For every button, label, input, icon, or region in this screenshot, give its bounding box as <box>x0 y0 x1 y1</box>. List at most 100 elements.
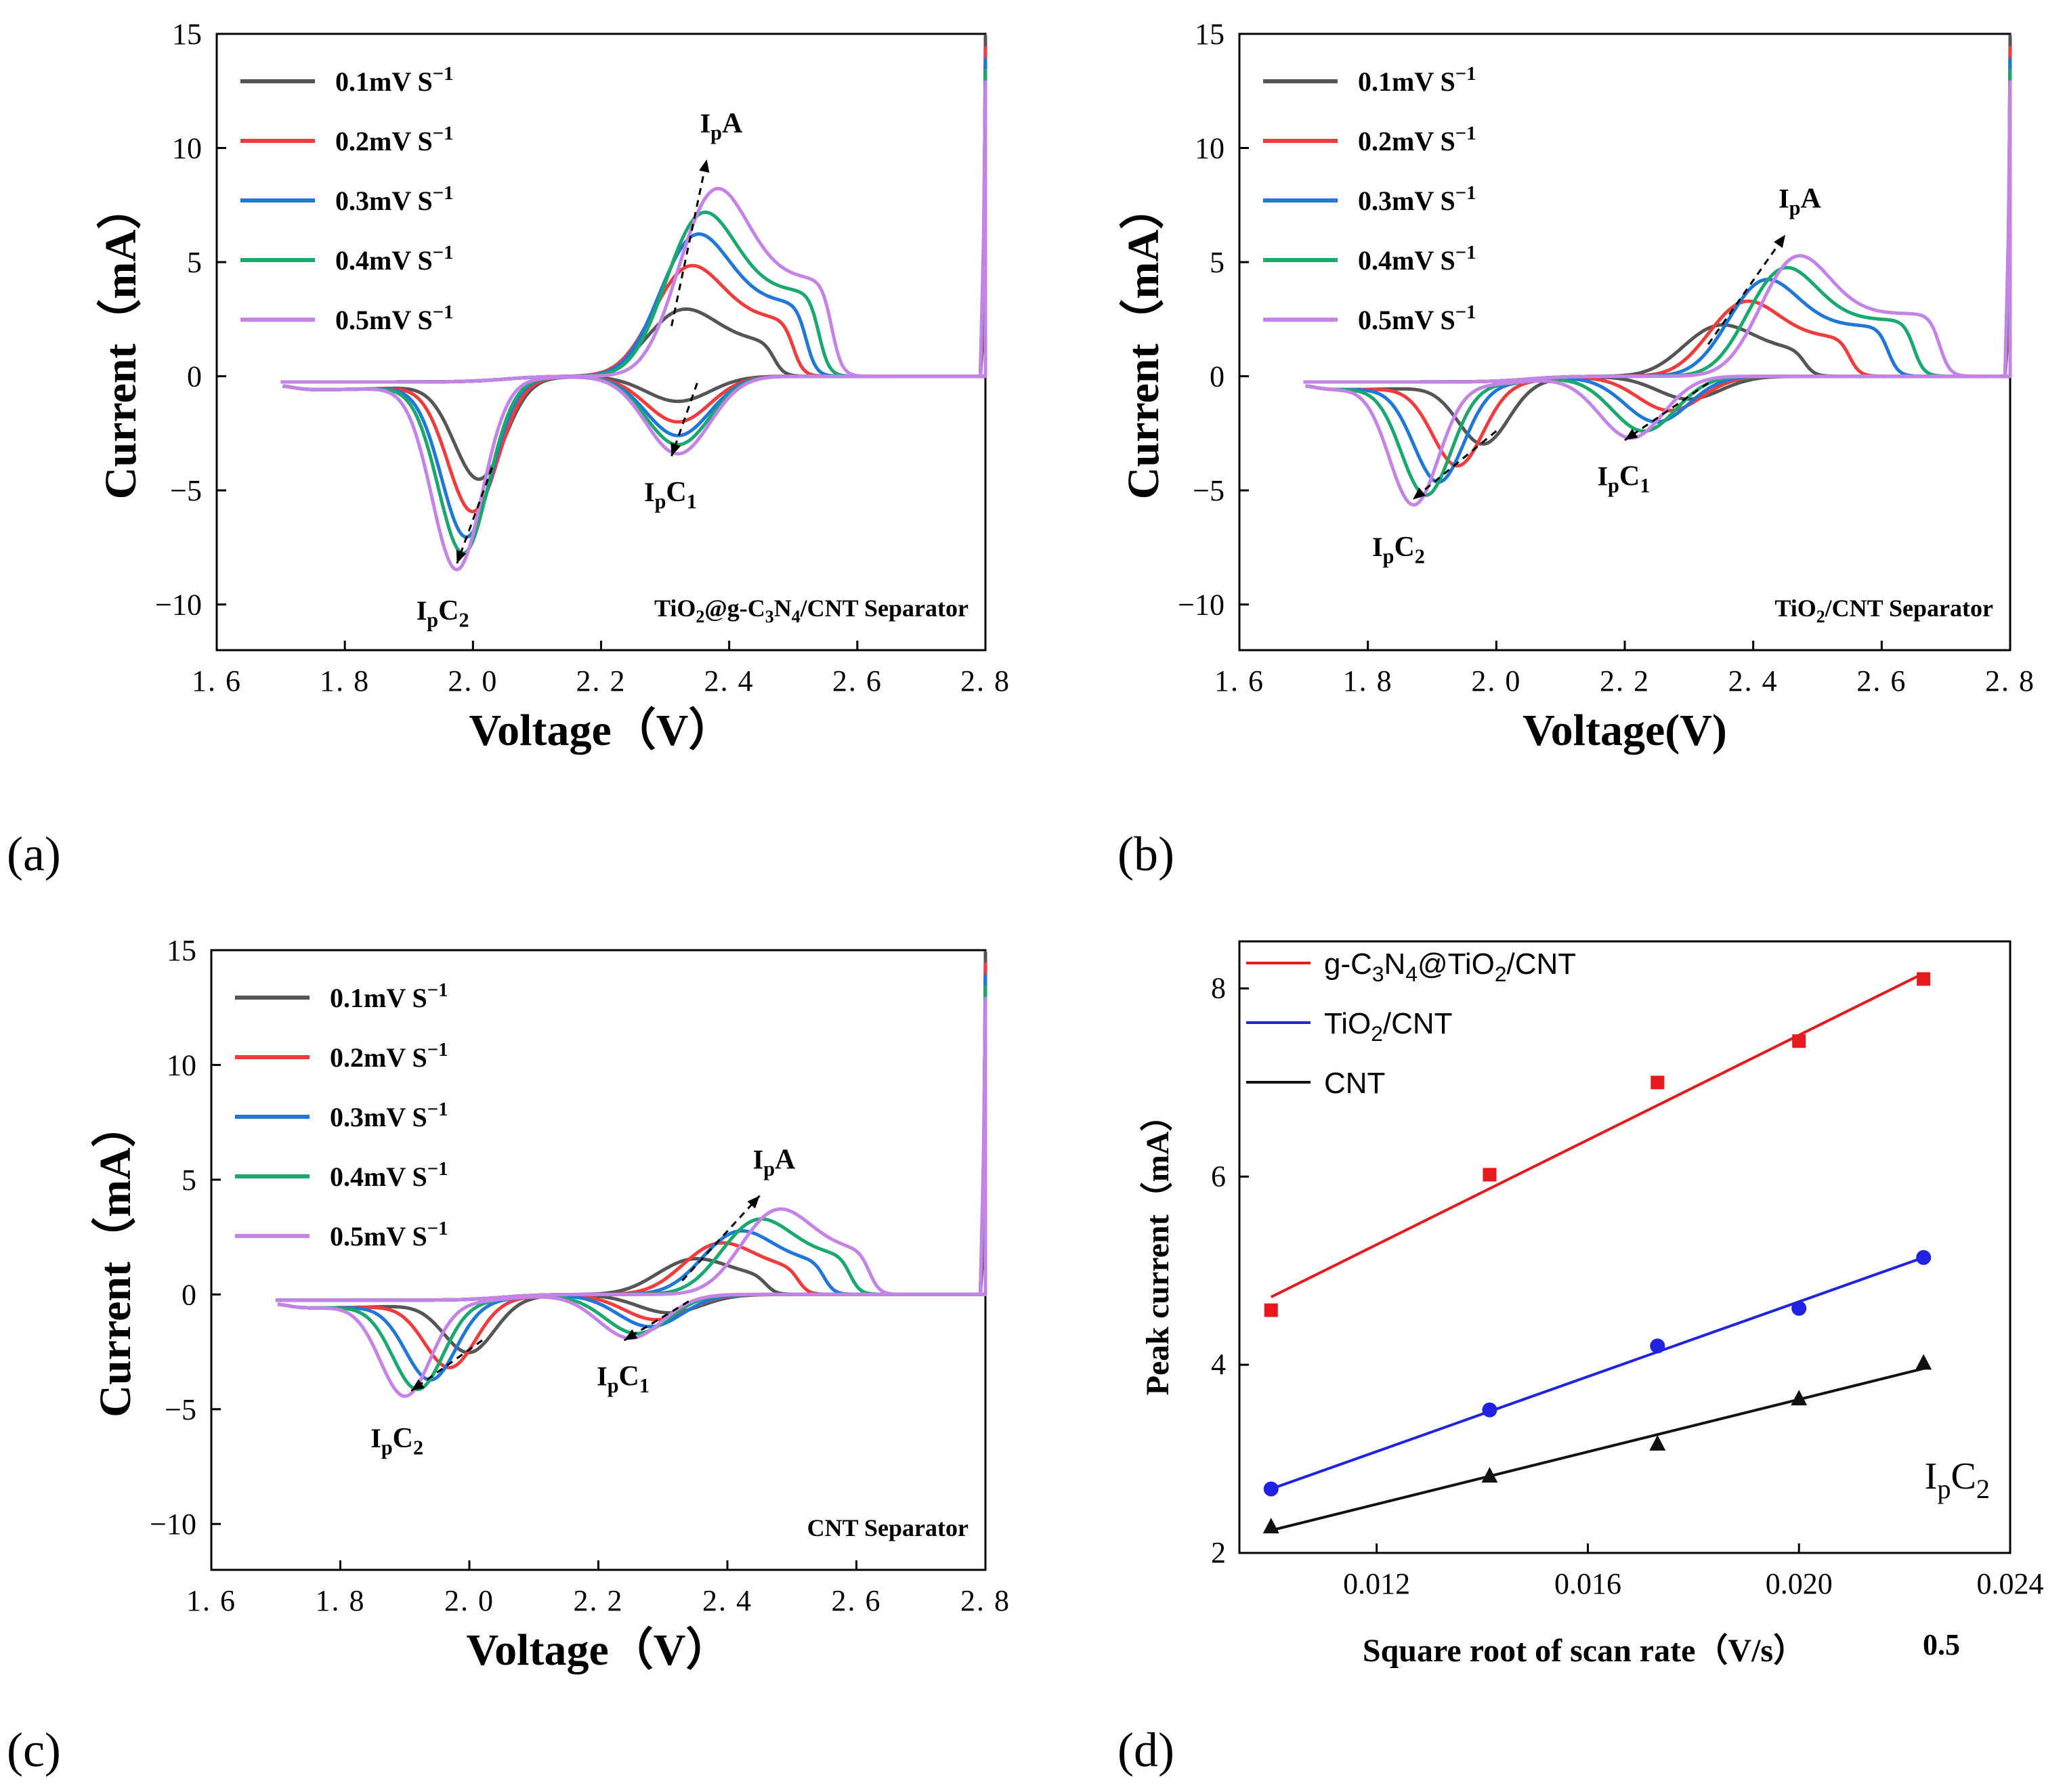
x-tick-label: 1. 8 <box>316 1584 366 1617</box>
peak-label-ipc2: IpC2 <box>417 595 469 632</box>
panel-a-chart: 1. 6 1. 8 2. 0 2. 2 2. 4 2. 6 2. 8 −10 −5 0 5 10 15 V… <box>95 18 1009 755</box>
legend-label: 0.4mV S−1 <box>330 1158 448 1192</box>
arrow-head <box>456 549 467 563</box>
x-tick-label: 2. 6 <box>832 664 882 698</box>
x-tick-label: 2. 2 <box>1600 664 1650 698</box>
y-tick-label: 0 <box>182 1278 196 1311</box>
legend-label: 0.3mV S−1 <box>330 1098 448 1132</box>
y-tick-label: 10 <box>167 1048 196 1082</box>
x-tick-label: 0.016 <box>1554 1567 1621 1600</box>
peak-label-ipc1: IpC1 <box>597 1361 650 1398</box>
y-tick-label: 4 <box>1211 1348 1226 1381</box>
x-tick-label: 2. 4 <box>702 1584 752 1617</box>
y-tick-label: −5 <box>170 474 202 507</box>
peak-label-ipa: IpA <box>753 1145 796 1181</box>
arrow-head <box>670 442 681 456</box>
legend-label: g-C3N4@TiO2/CNT <box>1324 947 1576 986</box>
panel-label-b: (b) <box>1117 827 1174 881</box>
y-tick-label: 5 <box>1210 246 1225 279</box>
peak-trend-arrow <box>456 467 494 564</box>
cv-series-line <box>280 45 987 513</box>
x-tick-label: 2. 8 <box>960 1584 1010 1617</box>
x-tick-label: 2. 6 <box>832 1584 882 1617</box>
legend-label: 0.5mV S−1 <box>1358 301 1476 335</box>
legend-label: 0.5mV S−1 <box>330 1218 448 1252</box>
peak-label-ipa: IpA <box>1779 184 1821 220</box>
panel-label-a: (a) <box>7 827 61 881</box>
legend-label: 0.1mV S−1 <box>1358 63 1476 97</box>
y-tick-label: −10 <box>1178 589 1225 622</box>
y-tick-label: −5 <box>1193 474 1225 507</box>
peak-label-ipa: IpA <box>700 108 743 144</box>
x-tick-label: 2. 0 <box>444 1584 494 1617</box>
data-point-circle <box>1482 1402 1497 1417</box>
peak-trend-arrow <box>1412 430 1497 500</box>
arrow-head <box>624 1329 638 1341</box>
separator-label: TiO2/CNT Separator <box>1774 595 1993 626</box>
arrow-head <box>747 1195 760 1209</box>
x-tick-label: 1. 6 <box>192 664 242 698</box>
fit-line <box>1271 1367 1924 1532</box>
y-tick-label: 5 <box>187 246 202 279</box>
plot-frame <box>215 33 987 652</box>
data-point-triangle <box>1649 1434 1666 1451</box>
peak-trend-arrow <box>1624 382 1709 442</box>
x-tick-label: 0.024 <box>1977 1567 2044 1600</box>
data-point-triangle <box>1481 1467 1498 1483</box>
cv-series-line <box>276 996 987 1399</box>
cv-series-line <box>280 80 987 572</box>
peak-trend-arrow <box>410 1339 483 1392</box>
data-point-circle <box>1791 1300 1807 1316</box>
y-axis-title: Current（mA） <box>90 1103 140 1417</box>
legend-label: 0.2mV S−1 <box>330 1039 448 1073</box>
data-point-triangle <box>1262 1518 1279 1534</box>
peak-trend-arrow <box>670 383 698 457</box>
panel-label-c: (c) <box>7 1723 61 1777</box>
x-axis-title-exponent: 0.5 <box>1923 1628 1960 1661</box>
x-axis-title: Square root of scan rate（V/s） <box>1363 1633 1806 1669</box>
ipc2-annotation: IpC2 <box>1925 1455 1990 1504</box>
data-point-square <box>1264 1303 1278 1317</box>
legend-label: 0.2mV S−1 <box>1358 123 1476 156</box>
arrow-head <box>699 159 710 173</box>
arrow-head <box>1625 429 1638 440</box>
legend-label: 0.3mV S−1 <box>1358 182 1476 216</box>
arrow-head <box>1774 234 1786 249</box>
y-tick-label: 15 <box>172 18 202 51</box>
arrow-head <box>1413 487 1426 500</box>
x-tick-label: 2. 2 <box>574 1584 624 1617</box>
legend-label: 0.1mV S−1 <box>335 63 454 97</box>
legend-label: 0.5mV S−1 <box>335 301 454 335</box>
x-tick-label: 2. 2 <box>576 664 626 698</box>
y-tick-label: 15 <box>167 934 196 967</box>
x-tick-label: 2. 0 <box>1471 664 1521 698</box>
x-axis-title: Voltage(V) <box>1523 706 1727 755</box>
peak-label-ipc1: IpC1 <box>644 477 697 513</box>
data-point-square <box>1651 1075 1665 1090</box>
y-axis-title: Peak current（mA） <box>1140 1099 1176 1396</box>
plot-frame <box>1238 33 2011 652</box>
panel-label-d: (d) <box>1117 1723 1174 1777</box>
panel-d-chart: 0.012 0.016 0.020 0.024 2 4 6 8 Square root of s… <box>1140 940 2044 1669</box>
legend-label: 0.4mV S−1 <box>1358 242 1476 276</box>
separator-label: CNT Separator <box>807 1514 968 1541</box>
data-point-square <box>1483 1168 1497 1182</box>
legend-label: 0.3mV S−1 <box>335 182 454 216</box>
data-point-circle <box>1263 1481 1279 1497</box>
x-tick-label: 2. 0 <box>448 664 498 698</box>
legend-label: CNT <box>1324 1067 1385 1100</box>
y-tick-label: 5 <box>182 1164 196 1197</box>
x-tick-label: 1. 6 <box>186 1584 236 1617</box>
data-point-circle <box>1650 1338 1665 1354</box>
peak-label-ipc2: IpC2 <box>370 1423 423 1459</box>
y-tick-label: −10 <box>150 1508 196 1541</box>
x-tick-label: 1. 8 <box>320 664 370 698</box>
plot-frame <box>210 949 987 1571</box>
x-tick-label: 2. 6 <box>1856 664 1907 698</box>
y-tick-label: 0 <box>1210 360 1225 393</box>
x-axis-title: Voltage（V） <box>469 705 733 755</box>
panel-c-chart: 1. 6 1. 8 2. 0 2. 2 2. 4 2. 6 2. 8 −10 −5 0 5 10 15 V… <box>90 934 1010 1675</box>
y-tick-label: 8 <box>1211 971 1226 1004</box>
legend-label: TiO2/CNT <box>1324 1007 1453 1046</box>
